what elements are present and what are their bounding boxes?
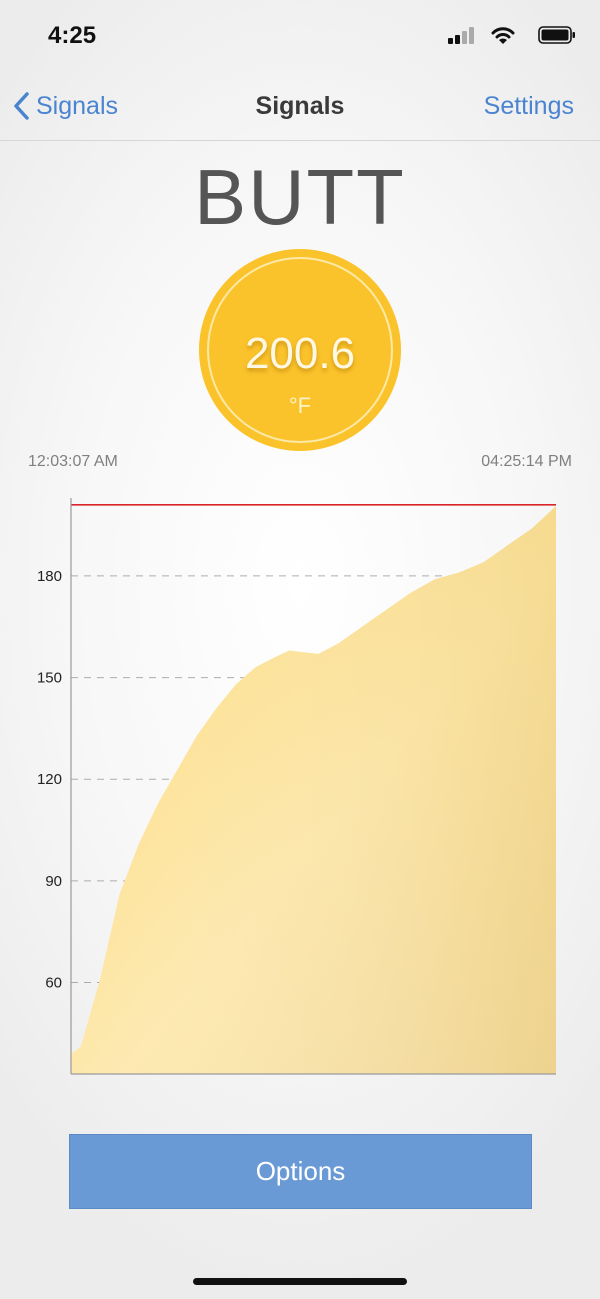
probe-name: BUTT: [194, 153, 406, 241]
chart-start-time: 12:03:07 AM: [28, 453, 118, 470]
chart-series: [71, 506, 556, 1075]
y-tick-label-90: 90: [45, 873, 62, 890]
chart-axes: [70, 498, 556, 1075]
status-time: 4:25: [48, 22, 97, 49]
y-tick-label-60: 60: [45, 975, 62, 992]
settings-button[interactable]: Settings: [483, 92, 574, 120]
battery-icon: [538, 26, 575, 44]
temperature-gauge: 200.6 °F: [201, 251, 399, 449]
page-title: Signals: [255, 92, 345, 120]
chart-end-time: 04:25:14 PM: [481, 453, 572, 470]
home-indicator: [193, 1278, 407, 1285]
chevron-left-icon: [14, 92, 29, 120]
chart-tick-labels: 60 90 120 150 180: [37, 568, 62, 992]
back-label: Signals: [36, 91, 118, 120]
temperature-unit: °F: [288, 393, 312, 418]
y-tick-label-120: 120: [37, 771, 62, 788]
cellular-signal-icon: [448, 26, 474, 44]
nav-bar: Signals Signals Settings: [0, 72, 600, 141]
wifi-icon: [491, 27, 515, 44]
temperature-value: 200.6: [244, 329, 356, 378]
temperature-chart: 60 90 120 150 180: [37, 498, 556, 1075]
status-bar: 4:25: [0, 0, 600, 72]
temperature-ring: [207, 257, 393, 443]
y-tick-label-180: 180: [37, 568, 62, 585]
options-button[interactable]: Options: [69, 1134, 532, 1209]
series-area-shade-0: [71, 506, 556, 1075]
back-button[interactable]: Signals: [12, 88, 118, 124]
y-tick-label-150: 150: [37, 670, 62, 687]
